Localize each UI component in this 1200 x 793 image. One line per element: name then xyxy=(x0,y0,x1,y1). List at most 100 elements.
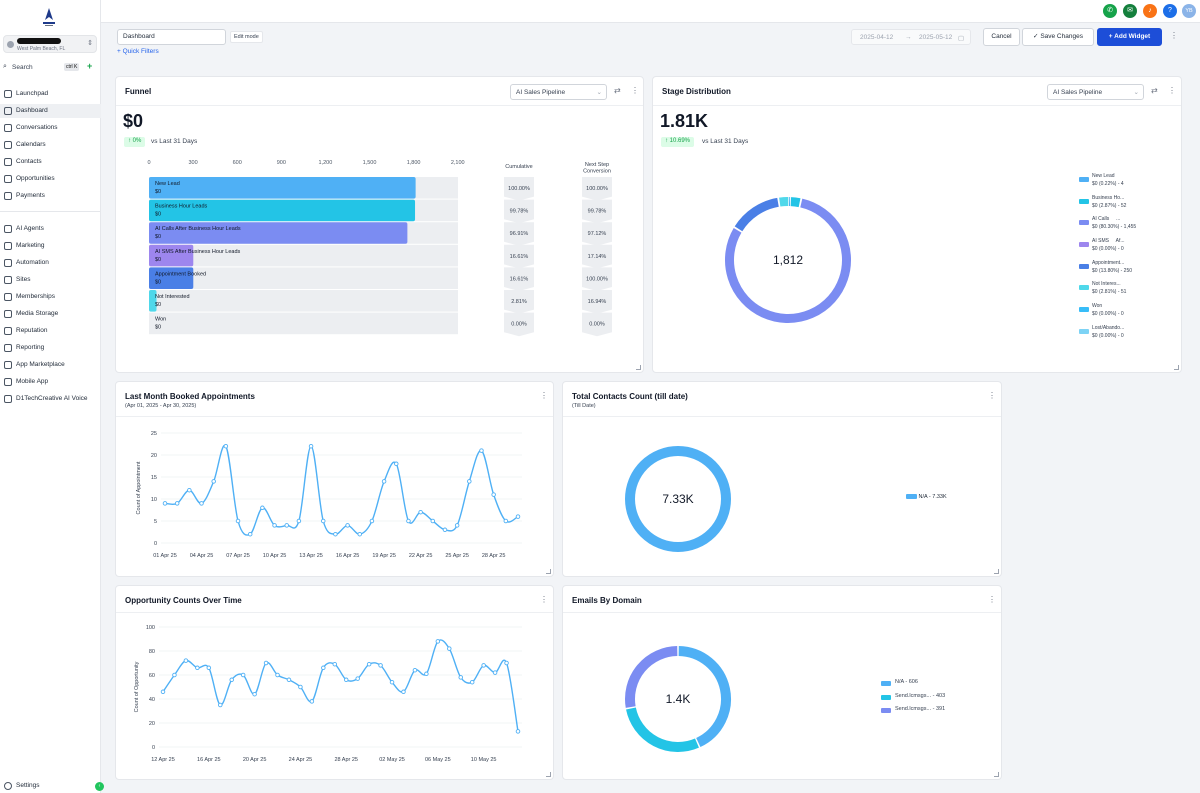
data-point[interactable] xyxy=(442,527,448,533)
data-point[interactable] xyxy=(424,671,429,677)
sidebar-item-memberships[interactable]: Memberships xyxy=(0,290,101,304)
data-point[interactable] xyxy=(284,523,289,528)
data-point[interactable] xyxy=(381,479,387,484)
donut-slice[interactable] xyxy=(678,646,731,748)
donut-slice[interactable] xyxy=(734,197,779,232)
data-point[interactable] xyxy=(430,518,436,524)
account-switcher[interactable]: West Palm Beach, FL ⇕ xyxy=(3,35,97,53)
data-point[interactable] xyxy=(187,487,192,493)
data-point[interactable] xyxy=(252,691,257,697)
funnel-bar[interactable] xyxy=(149,267,194,289)
resize-handle[interactable] xyxy=(546,772,551,777)
save-changes-button[interactable]: ✓ Save Changes xyxy=(1022,28,1094,46)
data-point[interactable] xyxy=(357,531,363,537)
data-point[interactable] xyxy=(447,646,452,651)
legend-item[interactable]: Appointment... $0 (13.80%) - 250 xyxy=(1079,260,1179,282)
pipeline-select[interactable]: AI Sales Pipeline ⌄ xyxy=(1047,84,1144,100)
data-point[interactable] xyxy=(286,677,292,683)
sidebar-item-reporting[interactable]: Reporting xyxy=(0,341,101,355)
data-point[interactable] xyxy=(160,689,166,695)
sidebar-item-settings[interactable]: Settings ‹ xyxy=(0,779,104,793)
data-point[interactable] xyxy=(491,492,496,497)
sidebar-item-media-storage[interactable]: Media Storage xyxy=(0,307,101,321)
legend-item[interactable]: N/A - 606 xyxy=(881,679,971,693)
more-vertical-icon[interactable]: ⋮ xyxy=(1170,31,1178,40)
sidebar-item-marketing[interactable]: Marketing xyxy=(0,239,101,253)
data-point[interactable] xyxy=(309,699,315,704)
legend-item[interactable]: AI Calls ... $0 (80.30%) - 1,455 xyxy=(1079,216,1179,238)
funnel-bar[interactable] xyxy=(149,244,194,267)
date-range-picker[interactable]: 2025-04-12 → 2025-05-12 ▢ xyxy=(851,29,971,45)
data-point[interactable] xyxy=(467,479,472,484)
phone-icon[interactable]: ✆ xyxy=(1103,4,1117,18)
data-point[interactable] xyxy=(366,661,372,667)
donut-slice[interactable] xyxy=(725,198,851,323)
sidebar-item-launchpad[interactable]: Launchpad xyxy=(0,87,101,101)
sidebar-item-payments[interactable]: Payments xyxy=(0,189,101,203)
funnel-bar[interactable] xyxy=(149,222,408,244)
legend-item[interactable]: Business Ho... $0 (2.87%) - 52 xyxy=(1079,195,1179,217)
swap-icon[interactable]: ⇄ xyxy=(614,86,621,95)
swap-icon[interactable]: ⇄ xyxy=(1151,86,1158,95)
cancel-button[interactable]: Cancel xyxy=(983,28,1020,46)
sidebar-item-calendars[interactable]: Calendars xyxy=(0,138,101,152)
bell-icon[interactable]: ♪ xyxy=(1143,4,1157,18)
donut-slice[interactable] xyxy=(625,646,678,708)
legend-item[interactable]: Not Interes... $0 (2.81%) - 51 xyxy=(1079,281,1179,303)
data-point[interactable] xyxy=(481,663,486,668)
data-point[interactable] xyxy=(174,501,180,506)
donut-slice[interactable] xyxy=(625,446,731,552)
data-point[interactable] xyxy=(394,461,399,467)
data-point[interactable] xyxy=(218,702,223,708)
sidebar-item-conversations[interactable]: Conversations xyxy=(0,121,101,135)
resize-handle[interactable] xyxy=(994,772,999,777)
sidebar-item-d1techcreative-ai-voice[interactable]: D1TechCreative AI Voice xyxy=(0,392,101,406)
data-point[interactable] xyxy=(235,518,241,524)
data-point[interactable] xyxy=(195,665,200,671)
data-point[interactable] xyxy=(479,448,484,453)
legend-item[interactable]: AI SMS Af... $0 (0.00%) - 0 xyxy=(1079,238,1179,260)
data-point[interactable] xyxy=(199,501,204,506)
data-point[interactable] xyxy=(308,443,314,449)
donut-slice[interactable] xyxy=(790,197,801,208)
resize-handle[interactable] xyxy=(994,569,999,574)
resize-handle[interactable] xyxy=(1174,365,1179,370)
data-point[interactable] xyxy=(229,677,234,683)
more-vertical-icon[interactable]: ⋮ xyxy=(631,86,639,95)
data-point[interactable] xyxy=(435,639,441,644)
add-widget-button[interactable]: + Add Widget xyxy=(1097,28,1162,46)
funnel-bar[interactable] xyxy=(149,199,416,222)
data-point[interactable] xyxy=(223,443,229,449)
data-point[interactable] xyxy=(263,660,269,666)
data-point[interactable] xyxy=(504,660,509,666)
legend-item[interactable]: New Lead $0 (0.22%) - 4 xyxy=(1079,173,1179,195)
data-point[interactable] xyxy=(332,661,338,667)
data-point[interactable] xyxy=(492,670,498,675)
data-point[interactable] xyxy=(272,523,277,528)
data-point[interactable] xyxy=(162,501,168,506)
sidebar-item-app-marketplace[interactable]: App Marketplace xyxy=(0,358,101,372)
data-point[interactable] xyxy=(406,518,411,524)
data-point[interactable] xyxy=(515,729,521,734)
data-point[interactable] xyxy=(503,518,509,524)
data-point[interactable] xyxy=(343,677,349,683)
data-point[interactable] xyxy=(412,667,418,673)
funnel-bar[interactable] xyxy=(149,290,157,312)
more-vertical-icon[interactable]: ⋮ xyxy=(540,595,548,604)
help-icon[interactable]: ? xyxy=(1163,4,1177,18)
data-point[interactable] xyxy=(369,518,375,524)
data-point[interactable] xyxy=(345,523,350,528)
sidebar-item-reputation[interactable]: Reputation xyxy=(0,324,101,338)
sidebar-item-ai-agents[interactable]: AI Agents xyxy=(0,222,101,236)
legend-item[interactable]: Send.lcmsgs... - 391 xyxy=(881,706,971,720)
more-vertical-icon[interactable]: ⋮ xyxy=(540,391,548,400)
collapse-sidebar-icon[interactable]: ‹ xyxy=(95,782,104,791)
data-point[interactable] xyxy=(378,663,383,668)
sidebar-item-automation[interactable]: Automation xyxy=(0,256,101,270)
avatar[interactable]: YB xyxy=(1182,4,1196,18)
resize-handle[interactable] xyxy=(546,569,551,574)
data-point[interactable] xyxy=(296,518,302,524)
data-point[interactable] xyxy=(418,509,423,515)
dashboard-select[interactable]: Dashboard xyxy=(117,29,226,45)
data-point[interactable] xyxy=(206,665,212,671)
